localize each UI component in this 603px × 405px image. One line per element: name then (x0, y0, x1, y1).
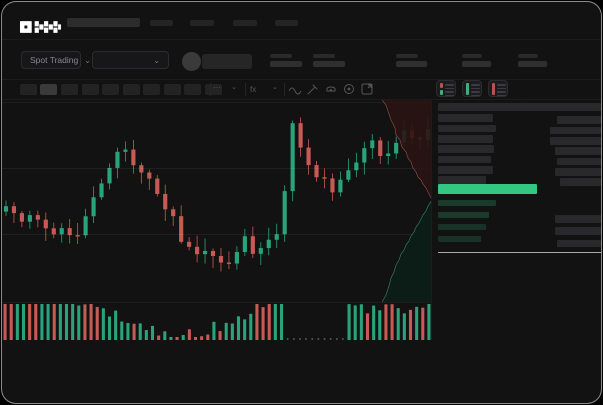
svg-text:fx: fx (250, 85, 256, 94)
